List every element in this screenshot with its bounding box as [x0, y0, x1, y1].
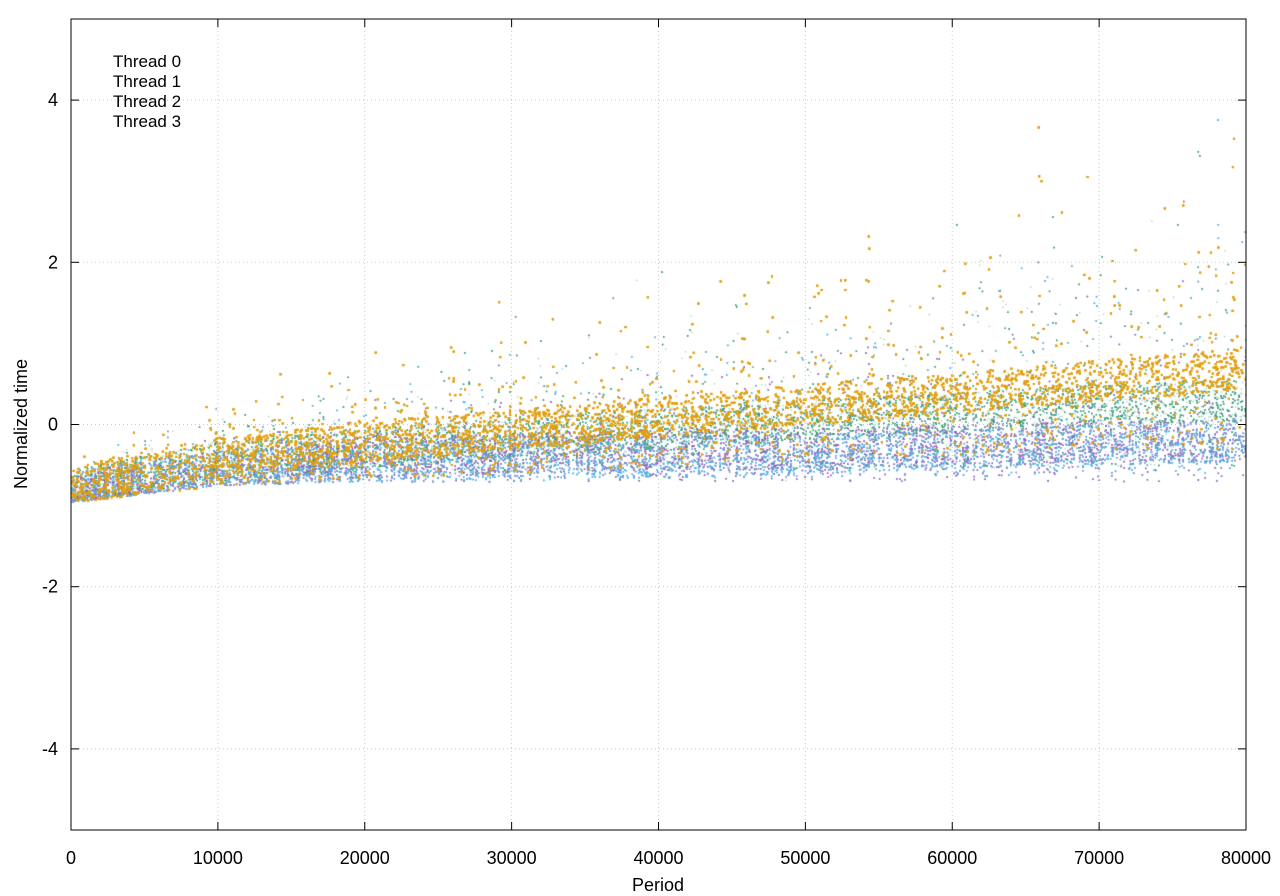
legend-entry-thread-0: Thread 0	[113, 52, 181, 71]
x-tick-label: 50000	[780, 848, 830, 868]
y-axis-label: Normalized time	[11, 359, 31, 489]
x-tick-label: 70000	[1074, 848, 1124, 868]
legend-entry-thread-1: Thread 1	[113, 72, 181, 91]
y-axis-tick-labels: -4 -2 0 2 4	[42, 90, 58, 759]
y-tick-label: -4	[42, 739, 58, 759]
x-tick-label: 10000	[193, 848, 243, 868]
legend: Thread 0 Thread 1 Thread 2 Thread 3	[113, 52, 181, 131]
x-tick-label: 60000	[927, 848, 977, 868]
grid	[71, 19, 1246, 830]
x-axis-label: Period	[632, 875, 684, 895]
x-tick-label: 20000	[340, 848, 390, 868]
x-tick-label: 80000	[1221, 848, 1271, 868]
y-tick-label: 4	[48, 90, 58, 110]
scatter-points-layer	[71, 19, 1246, 830]
legend-entry-thread-2: Thread 2	[113, 92, 181, 111]
x-tick-label: 30000	[487, 848, 537, 868]
y-tick-label: 0	[48, 415, 58, 435]
x-tick-label: 0	[66, 848, 76, 868]
x-axis-tick-labels: 0 10000 20000 30000 40000 50000 60000 70000 8000…	[66, 848, 1271, 868]
x-tick-label: 40000	[633, 848, 683, 868]
y-tick-label: 2	[48, 252, 58, 272]
y-tick-label: -2	[42, 577, 58, 597]
legend-entry-thread-3: Thread 3	[113, 112, 181, 131]
axis-ticks	[70, 19, 1247, 830]
